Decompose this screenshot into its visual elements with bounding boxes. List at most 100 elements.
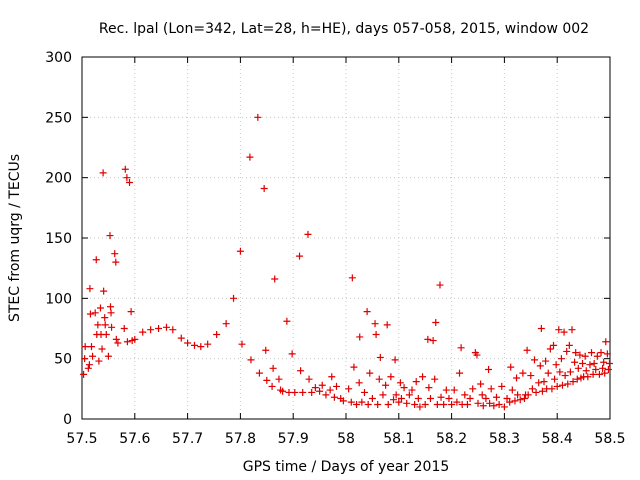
data-point — [92, 256, 100, 264]
data-point — [581, 352, 589, 360]
data-point — [498, 382, 506, 390]
data-point — [421, 401, 429, 409]
data-point — [453, 398, 461, 406]
data-point — [400, 384, 408, 392]
data-point — [364, 401, 372, 409]
data-point — [593, 352, 601, 360]
data-point — [222, 320, 230, 328]
data-point — [527, 372, 535, 380]
data-point — [305, 375, 313, 383]
data-point — [599, 364, 607, 372]
data-point — [463, 401, 471, 409]
data-point — [328, 373, 336, 381]
data-point — [126, 178, 134, 186]
data-point — [383, 321, 391, 329]
data-point — [424, 335, 432, 343]
data-point — [503, 394, 511, 402]
data-point — [442, 386, 450, 394]
data-point — [347, 398, 355, 406]
data-point — [318, 381, 326, 389]
data-point — [297, 367, 305, 375]
x-tick-labels: 57.5 57.6 57.7 57.8 57.9 58 58.1 58.2 58.3 58.4 58… — [66, 431, 625, 447]
data-point — [600, 358, 608, 366]
data-point — [98, 345, 106, 353]
data-point — [414, 394, 422, 402]
data-point — [121, 165, 129, 173]
data-point — [374, 401, 382, 409]
y-tick-label: 250 — [45, 110, 72, 126]
x-tick-label: 57.6 — [119, 431, 150, 447]
data-point — [528, 385, 536, 393]
data-point — [411, 401, 419, 409]
data-point — [291, 388, 299, 396]
data-point — [511, 397, 519, 405]
data-point — [538, 387, 546, 395]
y-tick-label: 200 — [45, 171, 72, 187]
data-point — [197, 343, 205, 351]
data-point — [551, 375, 559, 383]
data-point — [100, 287, 108, 295]
data-point — [268, 382, 276, 390]
x-tick-label: 57.7 — [172, 431, 203, 447]
data-point — [486, 399, 494, 407]
data-point — [271, 275, 279, 283]
x-tick-label: 57.5 — [66, 431, 97, 447]
data-point — [107, 309, 115, 317]
data-point — [589, 370, 597, 378]
data-point — [564, 380, 572, 388]
data-point — [520, 394, 528, 402]
data-point — [429, 337, 437, 345]
data-point — [426, 394, 434, 402]
data-point — [86, 310, 94, 318]
data-point — [102, 331, 110, 339]
data-point — [379, 391, 387, 399]
data-point — [363, 308, 371, 316]
data-point — [588, 349, 596, 357]
data-point — [540, 378, 548, 386]
data-point — [275, 375, 283, 383]
x-tick-label: 58.2 — [436, 431, 467, 447]
data-point — [490, 402, 498, 410]
data-point — [524, 391, 532, 399]
data-point — [80, 370, 88, 378]
data-point — [139, 328, 147, 336]
data-point — [106, 232, 114, 240]
data-point — [601, 369, 609, 377]
data-point — [86, 285, 94, 293]
data-point — [561, 372, 569, 380]
data-point — [88, 343, 96, 351]
data-point — [101, 321, 109, 329]
data-point — [247, 356, 255, 364]
data-point — [360, 388, 368, 396]
y-axis-label: STEC from uqrg / TECUs — [7, 154, 23, 322]
data-point — [112, 258, 120, 266]
data-point — [238, 340, 246, 348]
data-point — [396, 379, 404, 387]
data-point — [123, 338, 131, 346]
data-point — [419, 373, 427, 381]
y-tick-label: 50 — [54, 352, 72, 368]
data-point — [466, 394, 474, 402]
data-point — [114, 339, 122, 347]
data-point — [384, 401, 392, 409]
data-point — [557, 355, 565, 363]
data-point — [548, 385, 556, 393]
data-point — [95, 357, 103, 365]
data-point — [353, 401, 361, 409]
data-point — [448, 401, 456, 409]
data-point — [474, 399, 482, 407]
data-point — [230, 294, 238, 302]
data-point — [375, 375, 383, 383]
data-point — [597, 349, 605, 357]
x-tick-label: 58.3 — [489, 431, 520, 447]
data-point — [316, 387, 324, 395]
data-point — [236, 247, 244, 255]
data-point — [495, 401, 503, 409]
data-point — [120, 325, 128, 332]
x-tick-label: 58.4 — [542, 431, 573, 447]
data-point — [535, 379, 543, 387]
data-point — [391, 356, 399, 364]
data-point — [487, 385, 495, 393]
data-point — [254, 113, 262, 121]
data-point — [308, 388, 316, 396]
